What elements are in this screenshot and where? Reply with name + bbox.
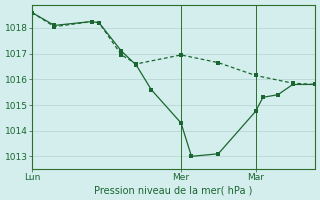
X-axis label: Pression niveau de la mer( hPa ): Pression niveau de la mer( hPa ) xyxy=(94,185,253,195)
